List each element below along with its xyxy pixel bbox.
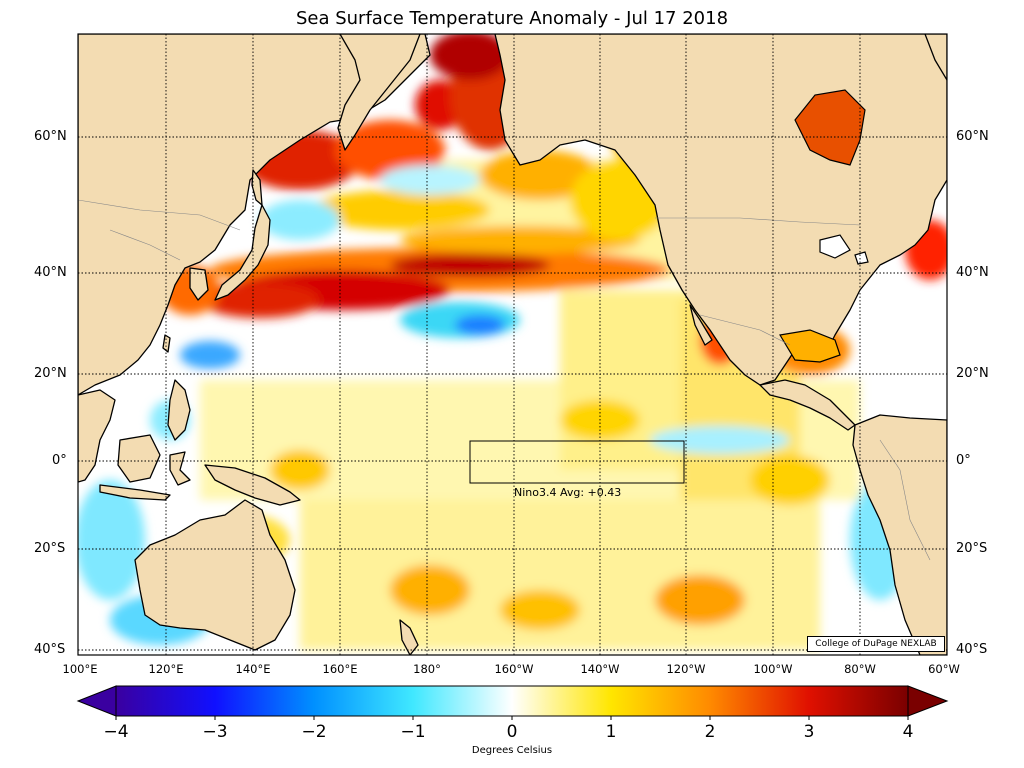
lat-label-60n-right: 60°N (956, 129, 989, 144)
japan-islands (214, 204, 271, 301)
credit-box: College of DuPage NEXLAB (807, 636, 945, 652)
colorbar-tick-3: 3 (803, 722, 815, 742)
lon-label-80w: 80°W (844, 662, 876, 676)
hudson-bay (794, 89, 869, 265)
lat-label-20s-right: 20°S (956, 541, 988, 556)
colorbar-min-extension (76, 685, 117, 717)
borneo-island (117, 434, 161, 483)
lat-label-40n-left: 40°N (34, 265, 67, 280)
map-frame (77, 33, 948, 656)
lon-label-160e: 160°E (322, 662, 358, 676)
colorbar-tick-4: 4 (902, 722, 914, 742)
colorbar-tick-0: 0 (506, 722, 518, 742)
colorbar-tick-1: 1 (605, 722, 617, 742)
colorbar-max-extension (907, 685, 949, 717)
colorbar-gradient (115, 685, 909, 717)
lon-label-120w: 120°W (666, 662, 706, 676)
lon-label-140e: 140°E (235, 662, 271, 676)
lon-label-180: 180° (413, 662, 441, 676)
lat-label-eq-left: 0° (52, 453, 67, 468)
lon-label-140w: 140°W (580, 662, 620, 676)
colorbar-tick-2: 2 (704, 722, 716, 742)
central-america (759, 379, 856, 431)
korea-peninsula (189, 267, 209, 301)
lat-label-20n-right: 20°N (956, 366, 989, 381)
lon-label-100w: 100°W (753, 662, 793, 676)
lat-label-40s-right: 40°S (956, 642, 988, 657)
sulawesi-island (169, 451, 191, 486)
graticule (78, 34, 947, 655)
colorbar-ticks (115, 716, 909, 720)
sakhalin-island (251, 169, 263, 206)
anomaly-field (78, 34, 947, 650)
country-borders (78, 199, 931, 561)
colorbar-tick-minus3: −3 (202, 722, 228, 742)
lon-label-60w: 60°W (928, 662, 960, 676)
lat-label-20n-left: 20°N (34, 366, 67, 381)
lon-label-100e: 100°E (62, 662, 98, 676)
lat-label-60n-left: 60°N (34, 129, 67, 144)
colorbar (76, 685, 949, 720)
nino34-box (469, 440, 685, 484)
indochina-peninsula (78, 389, 116, 483)
philippine-islands (167, 379, 191, 441)
lat-label-20s-left: 20°S (34, 541, 66, 556)
colorbar-tick-minus4: −4 (103, 722, 129, 742)
nino34-label: Nino3.4 Avg: +0.43 (514, 486, 622, 499)
taiwan-island (162, 334, 171, 353)
new-guinea-island (204, 464, 301, 506)
lat-label-eq-right: 0° (956, 453, 971, 468)
baja-california (689, 304, 713, 346)
greenland-edge (924, 34, 947, 81)
australia-continent (134, 499, 296, 651)
kamchatka-peninsula (337, 34, 421, 151)
java-island (99, 484, 171, 501)
colorbar-tick-minus2: −2 (301, 722, 327, 742)
south-america-continent (852, 414, 947, 655)
gulf-of-mexico (779, 329, 841, 363)
lat-label-40n-right: 40°N (956, 265, 989, 280)
colorbar-tick-minus1: −1 (400, 722, 426, 742)
lat-label-40s-left: 40°S (34, 642, 66, 657)
lon-label-160w: 160°W (494, 662, 534, 676)
colorbar-units-label: Degrees Celsius (471, 745, 553, 756)
lon-label-120e: 120°E (148, 662, 184, 676)
map-title: Sea Surface Temperature Anomaly - Jul 17… (295, 8, 729, 29)
